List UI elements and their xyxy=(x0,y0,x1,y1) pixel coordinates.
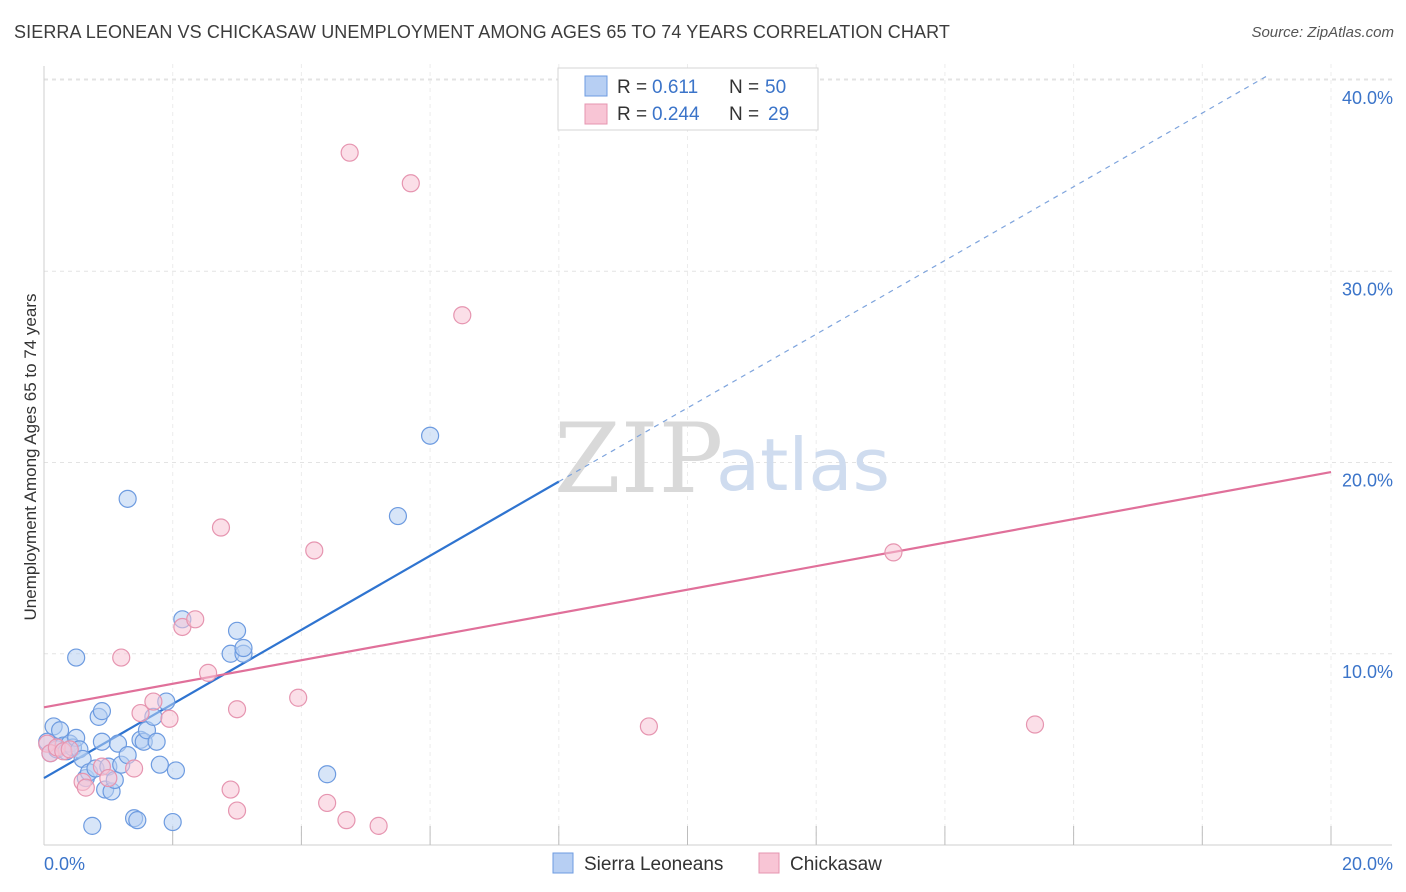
point-chickasaw-28 xyxy=(453,306,472,325)
source-credit: Source: ZipAtlas.com xyxy=(1251,24,1394,41)
legend-r-value-2: 0.244 xyxy=(652,104,700,125)
bottom-legend-swatch-sierra-leoneans xyxy=(552,852,574,874)
legend-swatch-sierra-leoneans xyxy=(584,75,608,97)
point-chickasaw-29 xyxy=(639,717,658,736)
trend-line-extension-0 xyxy=(558,75,1267,483)
point-sierra-leoneans-37 xyxy=(163,812,182,832)
point-sierra-leoneans-41 xyxy=(227,621,247,640)
point-chickasaw-22 xyxy=(305,541,324,560)
point-chickasaw-21 xyxy=(289,688,308,707)
legend-n-label-1: N = xyxy=(729,77,759,98)
point-sierra-leoneans-15 xyxy=(83,816,102,835)
point-chickasaw-20 xyxy=(227,700,247,719)
legend-swatch-chickasaw xyxy=(584,103,608,125)
bottom-legend-label-sierra-leoneans: Sierra Leoneans xyxy=(584,854,723,875)
point-sierra-leoneans-18 xyxy=(92,702,112,721)
point-sierra-leoneans-19 xyxy=(92,732,112,751)
trend-lines xyxy=(43,75,1332,780)
point-chickasaw-11 xyxy=(131,703,150,723)
chart-title: SIERRA LEONEAN VS CHICKASAW UNEMPLOYMENT… xyxy=(14,22,950,42)
point-chickasaw-26 xyxy=(369,816,388,835)
point-sierra-leoneans-44 xyxy=(318,765,337,784)
x-tick-labels: 0.0% 20.0% xyxy=(44,854,1393,874)
point-chickasaw-6 xyxy=(76,778,95,797)
legend: R = 0.611 N = 50 R = 0.244 N = 29 xyxy=(557,67,819,131)
trend-line-1 xyxy=(43,470,1332,709)
point-chickasaw-17 xyxy=(211,518,231,537)
point-sierra-leoneans-38 xyxy=(166,761,186,780)
point-chickasaw-30 xyxy=(884,543,903,562)
legend-n-value-2: 29 xyxy=(768,104,789,125)
point-sierra-leoneans-43 xyxy=(234,638,253,658)
x-tick-label-1: 20.0% xyxy=(1342,854,1393,874)
y-tick-label-2: 30.0% xyxy=(1342,279,1393,299)
point-chickasaw-31 xyxy=(1025,715,1045,734)
point-chickasaw-15 xyxy=(186,610,205,629)
y-tick-labels: 10.0% 20.0% 30.0% 40.0% xyxy=(1342,88,1393,682)
bottom-legend: Sierra Leoneans Chickasaw xyxy=(552,852,882,875)
bottom-legend-swatch-chickasaw xyxy=(758,852,780,874)
point-chickasaw-9 xyxy=(112,648,131,667)
point-chickasaw-24 xyxy=(337,811,356,830)
y-tick-label-0: 10.0% xyxy=(1342,662,1393,682)
point-chickasaw-16 xyxy=(198,663,218,682)
y-tick-label-3: 40.0% xyxy=(1342,88,1393,108)
point-chickasaw-12 xyxy=(144,692,163,711)
x-tick-label-0: 0.0% xyxy=(44,854,85,874)
legend-n-label-2: N = xyxy=(729,104,759,125)
watermark-atlas: atlas xyxy=(716,423,890,507)
legend-n-value-1: 50 xyxy=(765,77,786,98)
watermark-zip: ZIP xyxy=(554,403,723,515)
point-chickasaw-23 xyxy=(318,793,337,813)
grid-lines xyxy=(44,64,1392,845)
point-chickasaw-8 xyxy=(99,768,118,788)
point-chickasaw-18 xyxy=(221,780,240,799)
point-sierra-leoneans-34 xyxy=(147,732,166,751)
legend-r-label-1: R = xyxy=(617,77,647,98)
point-chickasaw-27 xyxy=(401,174,420,193)
axes xyxy=(43,66,1392,846)
legend-r-label-2: R = xyxy=(617,104,647,125)
point-sierra-leoneans-10 xyxy=(67,648,86,667)
point-sierra-leoneans-29 xyxy=(128,811,147,830)
point-chickasaw-25 xyxy=(340,143,359,162)
point-sierra-leoneans-45 xyxy=(388,506,408,526)
point-chickasaw-4 xyxy=(60,740,79,759)
trend-line-0 xyxy=(43,480,560,780)
point-chickasaw-10 xyxy=(124,759,144,778)
y-axis-label: Unemployment Among Ages 65 to 74 years xyxy=(21,294,40,621)
point-sierra-leoneans-26 xyxy=(118,489,137,508)
data-points xyxy=(38,143,1045,835)
legend-r-value-1: 0.611 xyxy=(652,77,698,98)
point-sierra-leoneans-35 xyxy=(150,755,169,774)
y-tick-label-1: 20.0% xyxy=(1342,471,1393,491)
point-sierra-leoneans-46 xyxy=(421,426,440,445)
bottom-legend-label-chickasaw: Chickasaw xyxy=(790,854,882,875)
point-chickasaw-13 xyxy=(160,709,179,728)
point-chickasaw-19 xyxy=(227,801,247,820)
